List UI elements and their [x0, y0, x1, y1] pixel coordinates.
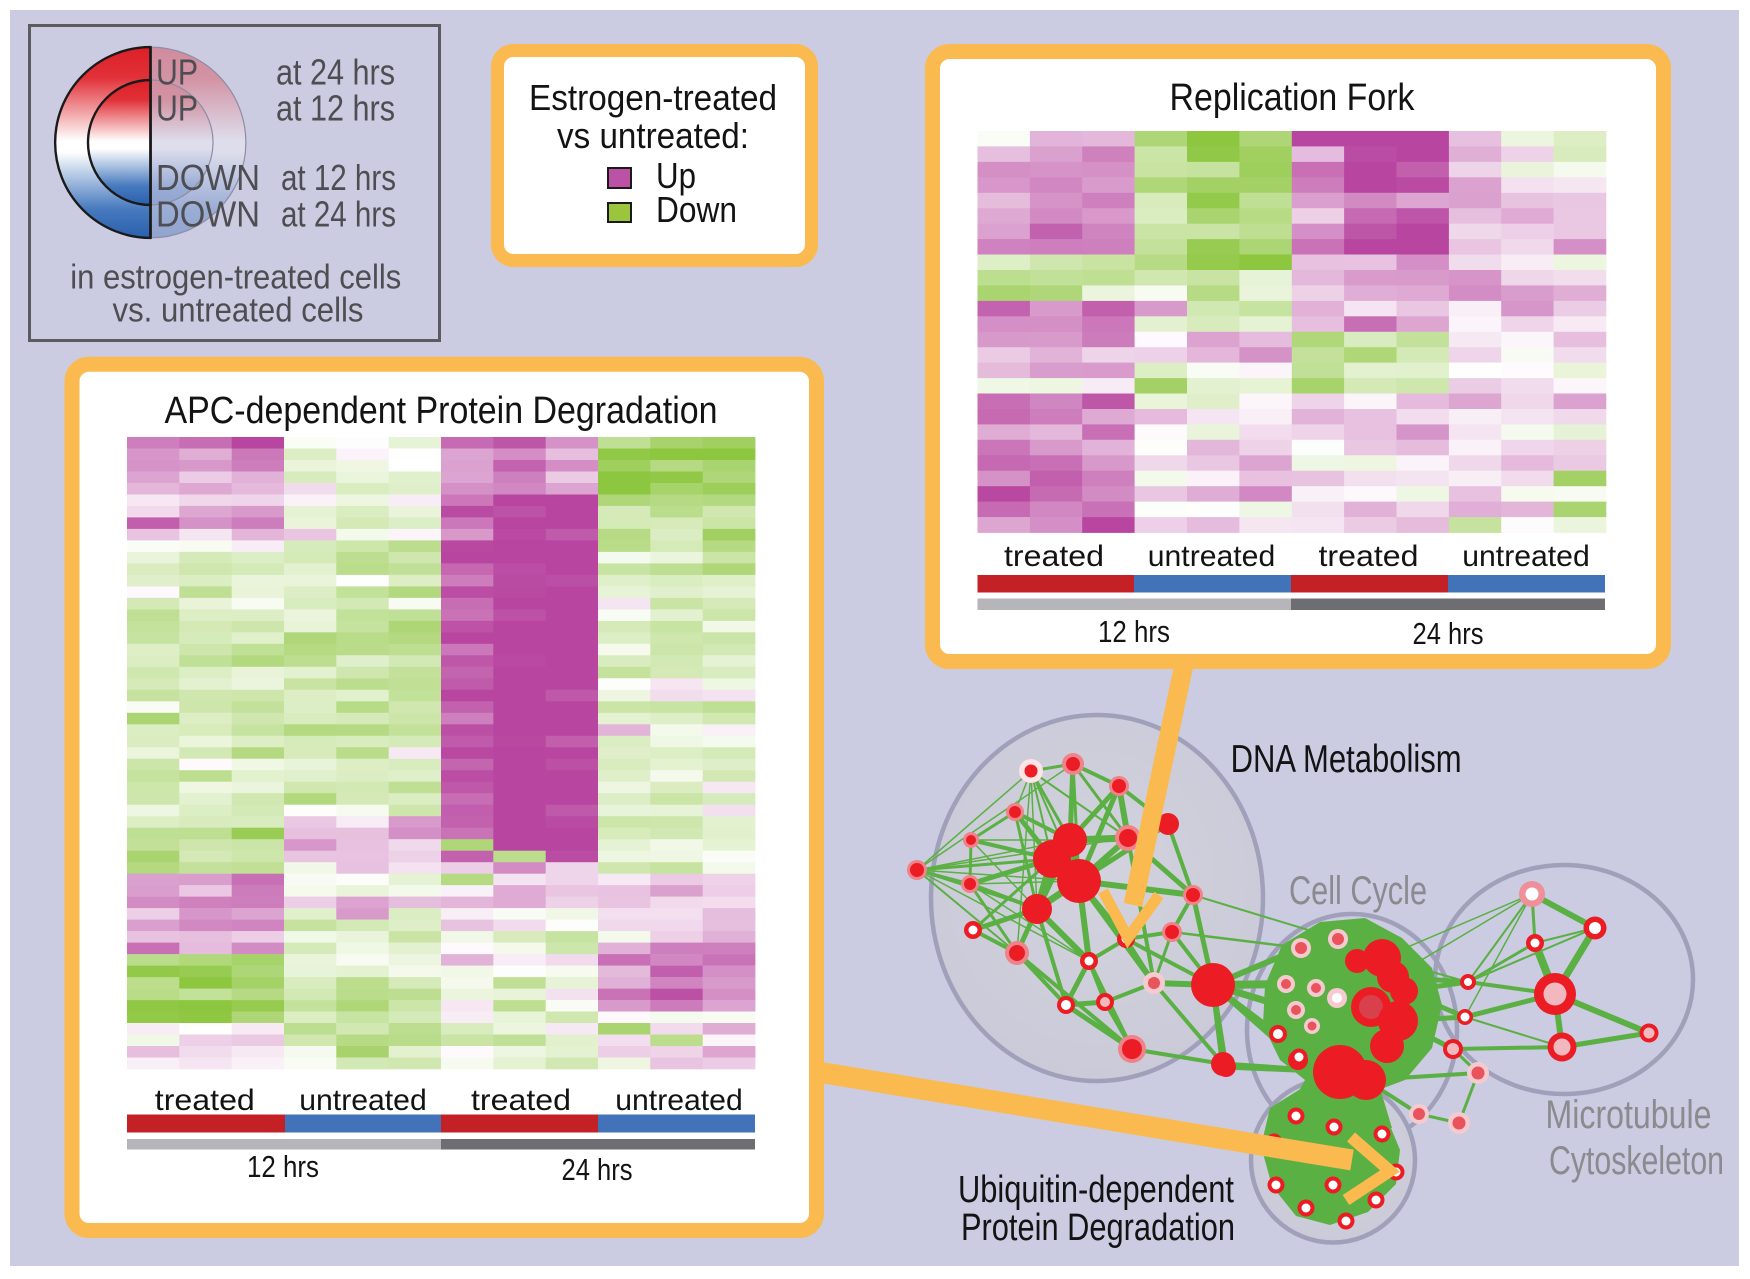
svg-text:Ubiquitin-dependent: Ubiquitin-dependent — [958, 1169, 1234, 1211]
svg-text:Cytoskeleton: Cytoskeleton — [1549, 1139, 1724, 1183]
svg-text:untreated: untreated — [1148, 540, 1276, 573]
svg-text:treated: treated — [1004, 540, 1104, 573]
svg-text:UP: UP — [156, 52, 198, 93]
svg-text:24 hrs: 24 hrs — [562, 1152, 633, 1187]
svg-text:24 hrs: 24 hrs — [1413, 616, 1484, 651]
svg-text:DNA Metabolism: DNA Metabolism — [1231, 738, 1462, 781]
svg-text:Cell Cycle: Cell Cycle — [1289, 869, 1427, 913]
svg-text:at 12 hrs: at 12 hrs — [281, 157, 396, 198]
svg-text:at 12 hrs: at 12 hrs — [276, 88, 395, 129]
svg-text:untreated: untreated — [615, 1084, 743, 1117]
svg-text:treated: treated — [155, 1084, 255, 1117]
svg-text:DOWN: DOWN — [156, 157, 260, 198]
svg-text:untreated: untreated — [1462, 540, 1590, 573]
svg-text:vs. untreated cells: vs. untreated cells — [113, 292, 364, 330]
svg-text:at 24 hrs: at 24 hrs — [276, 52, 395, 93]
svg-text:12 hrs: 12 hrs — [247, 1149, 319, 1184]
svg-text:Replication Fork: Replication Fork — [1170, 77, 1416, 119]
svg-text:Estrogen-treated: Estrogen-treated — [529, 77, 777, 118]
svg-text:at 24 hrs: at 24 hrs — [281, 193, 396, 234]
svg-text:Up: Up — [656, 155, 696, 196]
svg-text:UP: UP — [156, 88, 198, 129]
svg-text:DOWN: DOWN — [156, 193, 260, 234]
svg-text:12 hrs: 12 hrs — [1098, 614, 1170, 649]
svg-text:vs untreated:: vs untreated: — [557, 115, 749, 156]
svg-text:treated: treated — [471, 1084, 571, 1117]
svg-text:untreated: untreated — [299, 1084, 427, 1117]
svg-text:treated: treated — [1319, 540, 1419, 573]
svg-text:APC-dependent Protein Degradat: APC-dependent Protein Degradation — [165, 390, 718, 432]
svg-text:Microtubule: Microtubule — [1546, 1093, 1712, 1137]
svg-text:Protein Degradation: Protein Degradation — [961, 1207, 1235, 1249]
svg-text:in estrogen-treated cells: in estrogen-treated cells — [70, 258, 401, 296]
svg-text:Down: Down — [656, 189, 737, 230]
